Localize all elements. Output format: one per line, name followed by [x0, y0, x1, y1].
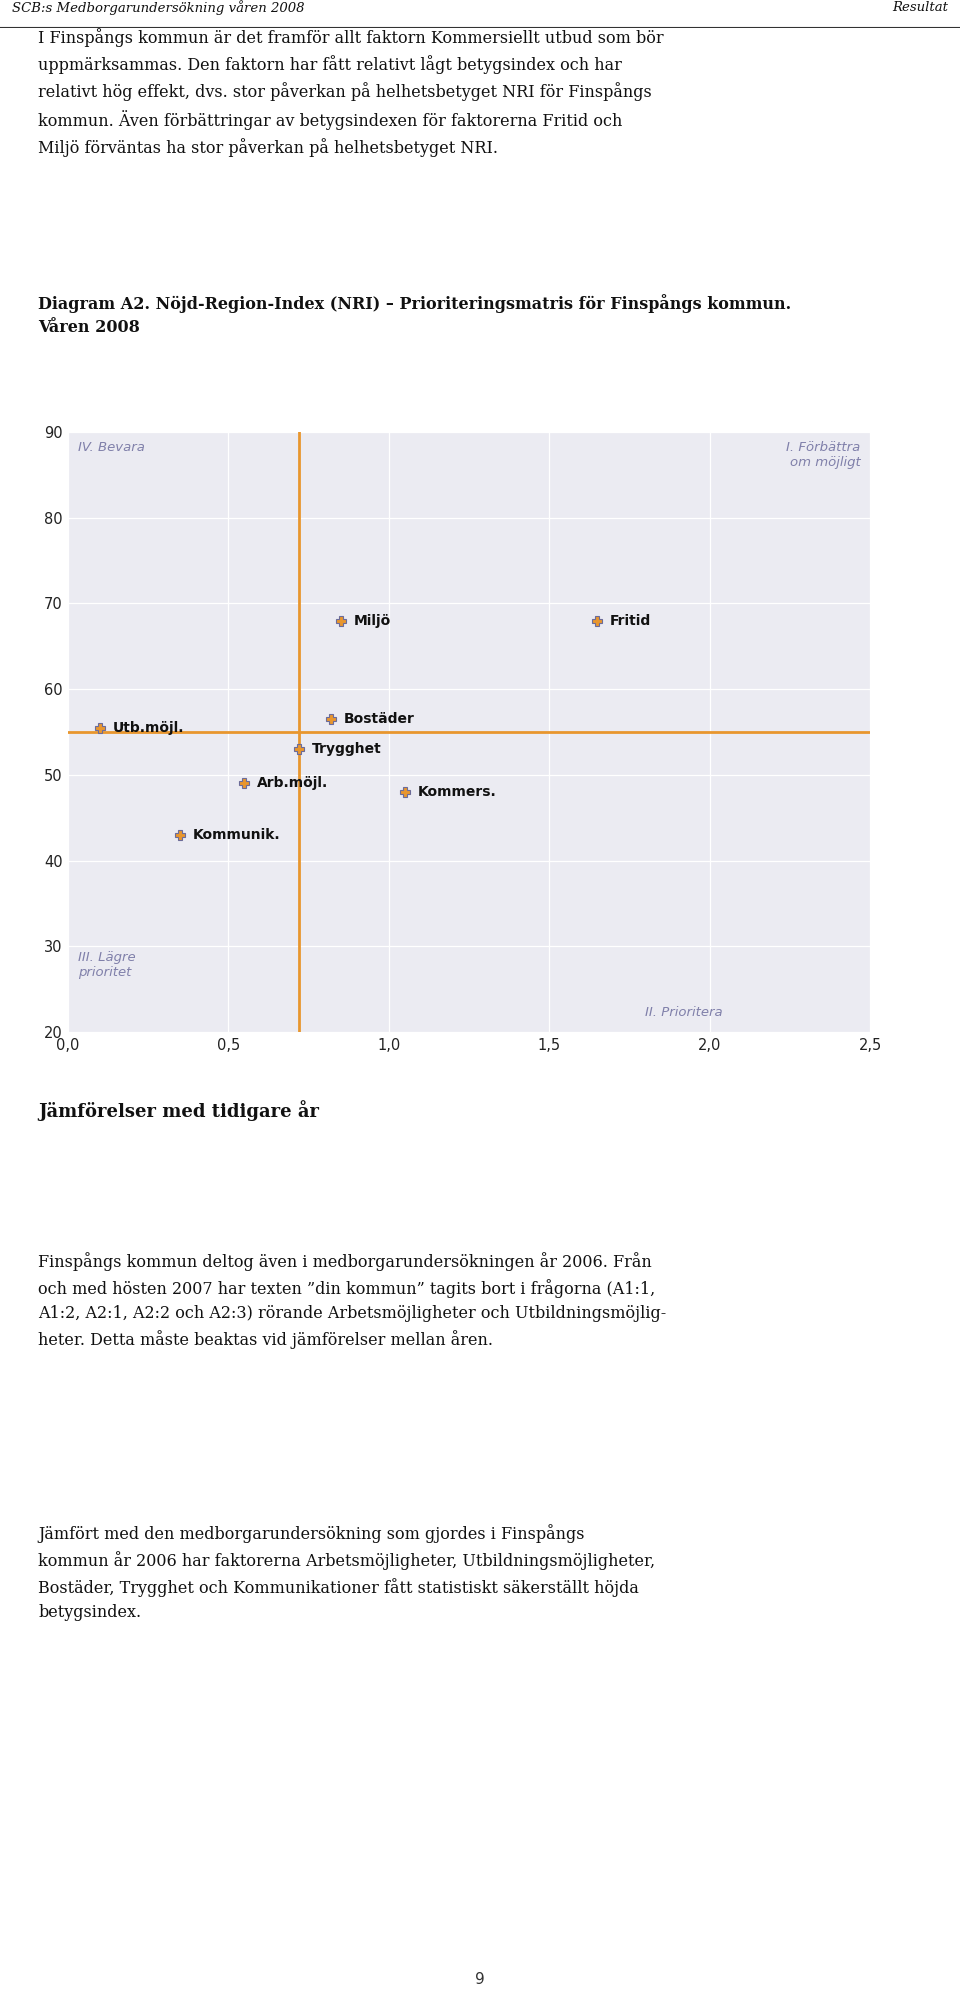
Text: Miljö: Miljö	[353, 614, 391, 628]
Text: Resultat: Resultat	[893, 2, 948, 14]
Text: I. Förbättra
om möjligt: I. Förbättra om möjligt	[786, 441, 860, 469]
Text: I Finspångs kommun är det framför allt faktorn ⁠Kommersiellt utbud⁠ som bör
uppm: I Finspångs kommun är det framför allt f…	[38, 28, 664, 157]
Text: II. Prioritera: II. Prioritera	[645, 1006, 723, 1019]
Text: Fritid: Fritid	[611, 614, 652, 628]
Text: SCB:s Medborgarundersökning våren 2008: SCB:s Medborgarundersökning våren 2008	[12, 0, 304, 16]
Text: Kommers.: Kommers.	[418, 785, 496, 799]
Text: III. Lägre
prioritet: III. Lägre prioritet	[78, 950, 135, 978]
Text: Bostäder: Bostäder	[344, 713, 415, 727]
Text: Trygghet: Trygghet	[312, 743, 381, 757]
Text: 9: 9	[475, 1973, 485, 1987]
Text: Utb.möjl.: Utb.möjl.	[113, 721, 184, 735]
Text: Finspångs kommun deltog även i medborgarundersökningen år 2006. Från
och med hös: Finspångs kommun deltog även i medborgar…	[38, 1252, 666, 1349]
Text: Jämfört med den medborgarundersökning som gjordes i Finspångs
kommun år 2006 har: Jämfört med den medborgarundersökning so…	[38, 1524, 656, 1620]
Text: Arb.möjl.: Arb.möjl.	[257, 777, 328, 791]
Text: IV. Bevara: IV. Bevara	[78, 441, 145, 453]
Text: Finspångs kommun: Finspångs kommun	[717, 411, 946, 435]
Text: Diagram A2. Nöjd-Region-Index (NRI) – Prioriteringsmatris för Finspångs kommun.
: Diagram A2. Nöjd-Region-Index (NRI) – Pr…	[38, 294, 792, 336]
Text: Kommunik.: Kommunik.	[193, 827, 280, 841]
Text: Effekt: Effekt	[894, 1051, 946, 1065]
Text: Jämförelser med tidigare år: Jämförelser med tidigare år	[38, 1099, 320, 1121]
Text: Betygsindex: Betygsindex	[14, 411, 121, 425]
